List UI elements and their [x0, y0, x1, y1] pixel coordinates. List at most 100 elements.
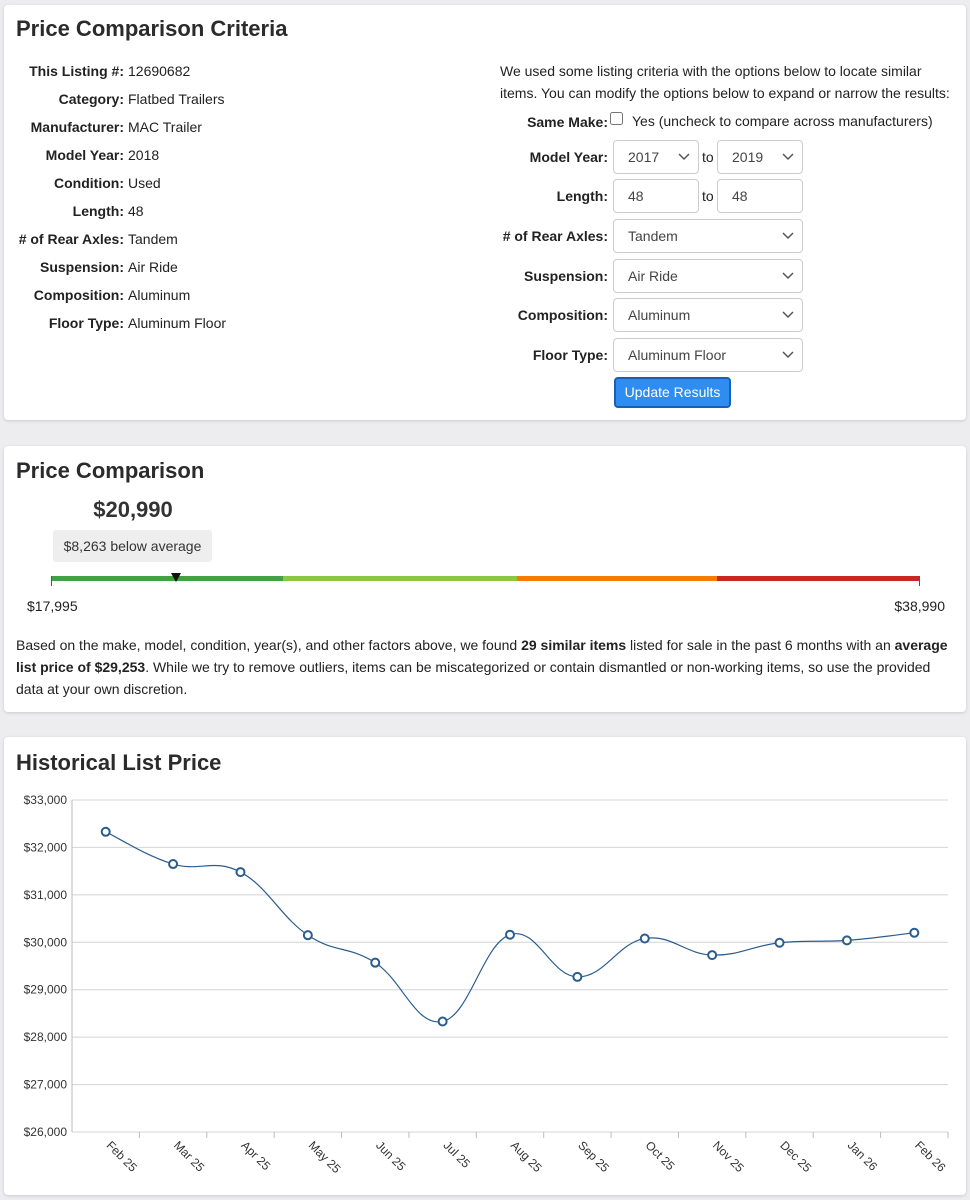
- form-label: Length:: [556, 188, 608, 204]
- field-value: 12690682: [128, 63, 191, 79]
- x-tick-label: Aug 25: [508, 1138, 545, 1175]
- gauge-tick: [919, 576, 920, 586]
- chevron: [782, 232, 794, 240]
- text-input[interactable]: 48: [613, 179, 699, 213]
- data-point: [437, 1016, 448, 1027]
- chevron: [782, 311, 794, 319]
- summary-part: 29 similar items: [521, 637, 627, 653]
- data-point: [572, 971, 583, 982]
- select[interactable]: Aluminum Floor: [613, 337, 803, 372]
- x-tick-label: Jul 25: [440, 1138, 473, 1171]
- select[interactable]: Air Ride: [613, 258, 803, 293]
- chevron: [782, 350, 794, 358]
- data-point: [707, 950, 718, 961]
- price-badge: $8,263 below average: [53, 530, 212, 562]
- form-label: Suspension:: [523, 267, 608, 284]
- y-tick-label: $33,000: [24, 793, 68, 807]
- data-point: [909, 927, 920, 938]
- gauge-tick: [51, 576, 52, 586]
- x-tick-label: Apr 25: [238, 1138, 273, 1173]
- select[interactable]: Aluminum: [613, 298, 803, 332]
- range-to: to: [702, 188, 714, 204]
- checkbox-text: Yes (uncheck to compare across manufactu…: [632, 113, 933, 129]
- x-tick-label: Oct 25: [643, 1138, 678, 1173]
- field-value: MAC Trailer: [128, 119, 202, 135]
- gauge-segment: [52, 576, 284, 581]
- gauge-segment: [717, 576, 919, 581]
- gauge-min: $17,995: [27, 598, 78, 614]
- criteria-card: [4, 5, 966, 420]
- data-point: [100, 826, 111, 837]
- data-point: [370, 957, 381, 968]
- history-card: $26,000 $27,000 $28,000 $29,000 $30,000 $31,0…: [4, 737, 966, 1195]
- y-tick-label: $26,000: [24, 1125, 68, 1139]
- x-tick-label: May 25: [306, 1138, 344, 1176]
- field-value: Tandem: [128, 231, 178, 247]
- data-point: [841, 935, 852, 946]
- data-point: [235, 867, 246, 878]
- chevron: [782, 153, 794, 161]
- intro-text: We used some listing criteria with the o…: [500, 63, 922, 79]
- data-point: [639, 933, 650, 944]
- y-tick-label: $29,000: [24, 983, 68, 997]
- field-value: Aluminum: [128, 287, 191, 303]
- x-tick-label: Sep 25: [575, 1138, 612, 1175]
- summary-part: listed for sale in the past 6 months wit…: [626, 637, 895, 653]
- select[interactable]: Tandem: [613, 219, 803, 253]
- field-label: Model Year:: [45, 147, 124, 163]
- gauge-segment: [516, 576, 718, 581]
- x-tick-label: Jun 25: [373, 1138, 409, 1174]
- form-label: Composition:: [517, 307, 608, 323]
- y-tick-label: $30,000: [24, 935, 68, 949]
- same-make-checkbox[interactable]: [610, 112, 623, 125]
- chevron: [782, 271, 794, 279]
- x-tick-label: Feb 26: [912, 1138, 949, 1175]
- price: $20,990: [93, 497, 173, 522]
- control-value: Tandem: [628, 228, 678, 244]
- control-value: 2019: [732, 149, 764, 165]
- field-label: Composition:: [33, 287, 124, 303]
- summary-part: . While we try to remove outliers, items…: [16, 659, 931, 697]
- range-to: to: [702, 149, 714, 165]
- data-point: [302, 930, 313, 941]
- select[interactable]: 2017: [613, 140, 699, 174]
- summary-part: Based on the make, model, condition, yea…: [16, 637, 522, 653]
- chevron: [678, 153, 690, 161]
- x-tick-label: Nov 25: [710, 1138, 747, 1175]
- section-title: Price Comparison: [16, 458, 205, 483]
- field-label: Floor Type:: [48, 315, 124, 331]
- field-label: Suspension:: [39, 259, 124, 275]
- data-point: [774, 937, 785, 948]
- select[interactable]: 2019: [717, 140, 803, 174]
- data-point: [505, 929, 515, 940]
- x-tick-label: Jan 26: [845, 1138, 881, 1174]
- form-label: Floor Type:: [532, 346, 608, 363]
- control-value: Aluminum: [628, 307, 691, 323]
- field-value: Aluminum Floor: [128, 315, 227, 331]
- y-tick-label: $27,000: [24, 1078, 68, 1092]
- price-marker: [170, 573, 181, 582]
- y-tick-label: $31,000: [24, 888, 68, 902]
- field-label: Manufacturer:: [30, 119, 124, 135]
- field-value: 48: [128, 203, 144, 219]
- text-input[interactable]: 48: [717, 179, 803, 213]
- intro-text: items. You can modify the options below …: [500, 85, 950, 101]
- field-value: Air Ride: [128, 259, 178, 275]
- field-label: Condition:: [54, 175, 124, 191]
- y-tick-label: $32,000: [24, 840, 68, 854]
- gauge-segment: [283, 576, 517, 581]
- gauge-max: $38,990: [894, 598, 945, 614]
- control-value: Aluminum Floor: [628, 346, 727, 363]
- control-value: 2017: [628, 149, 660, 165]
- control-value: 48: [628, 188, 644, 204]
- update-button[interactable]: Update Results: [614, 377, 731, 408]
- field-label: Category:: [58, 91, 124, 107]
- summary-part: average list price of $29,253: [16, 637, 948, 675]
- x-tick-label: Dec 25: [777, 1138, 814, 1175]
- field-label: # of Rear Axles:: [18, 231, 124, 247]
- price-line: [105, 831, 915, 1023]
- field-value: Used: [128, 175, 161, 191]
- control-value: 48: [732, 188, 748, 204]
- field-value: Flatbed Trailers: [128, 91, 225, 107]
